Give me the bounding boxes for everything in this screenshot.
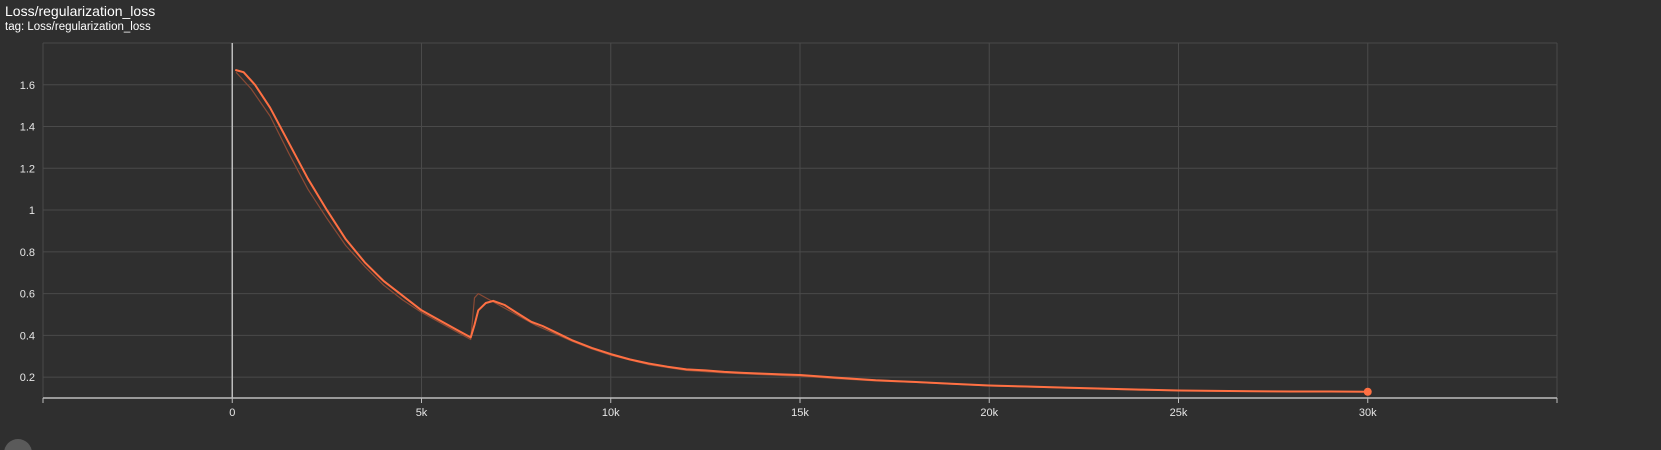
last-value-marker <box>1363 387 1372 396</box>
x-tick-label: 30k <box>1359 407 1377 419</box>
x-tick-label: 15k <box>791 407 809 419</box>
y-tick-label: 1.4 <box>20 122 35 134</box>
chart-tag-subtitle: tag: Loss/regularization_loss <box>5 21 151 33</box>
y-tick-label: 1.6 <box>20 80 35 92</box>
y-tick-label: 1 <box>29 205 35 217</box>
y-tick-label: 0.2 <box>20 372 35 384</box>
chart-title: Loss/regularization_loss <box>5 3 156 19</box>
y-tick-label: 0.6 <box>20 289 35 301</box>
expand-button[interactable] <box>4 439 32 450</box>
x-tick-label: 10k <box>602 407 620 419</box>
tick-labels: 0.2 0.4 0.6 0.8 1 1.2 1.4 1.6 0 5k 10k 15k 20k 25k 30k <box>20 80 1377 419</box>
y-tick-label: 0.4 <box>20 330 35 342</box>
raw-loss-line <box>235 71 1368 393</box>
y-tick-label: 1.2 <box>20 163 35 175</box>
x-tick-label: 20k <box>980 407 998 419</box>
series-lines <box>235 69 1372 396</box>
x-tick-label: 5k <box>416 407 428 419</box>
chart-header: Loss/regularization_loss tag: Loss/regul… <box>5 3 155 34</box>
smoothed-loss-line <box>235 69 1369 393</box>
axes <box>42 43 1558 403</box>
x-tick-label: 25k <box>1170 407 1188 419</box>
x-tick-label: 0 <box>229 407 235 419</box>
y-tick-label: 0.8 <box>20 247 35 259</box>
grid-lines <box>43 42 1557 398</box>
